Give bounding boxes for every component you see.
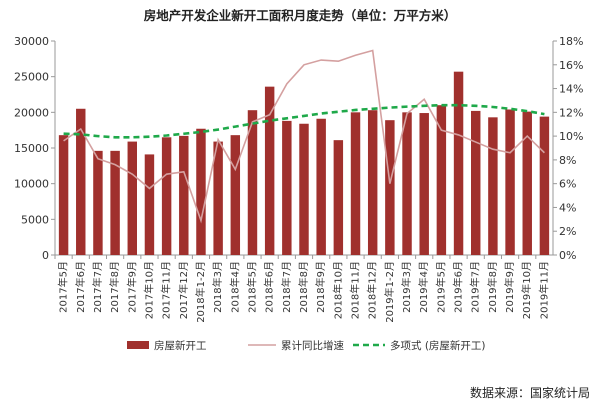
bar <box>522 111 532 256</box>
bar <box>385 120 395 256</box>
x-tick-label: 2019年5月 <box>434 261 447 313</box>
x-tick-label: 2018年4月 <box>228 261 241 313</box>
x-tick-label: 2017年6月 <box>74 261 87 313</box>
x-tick-label: 2018年11月 <box>349 261 362 319</box>
bar <box>282 120 292 255</box>
y-right-tick-label: 8% <box>559 154 576 167</box>
x-tick-label: 2018年6月 <box>263 261 276 313</box>
y-left-tick-label: 20000 <box>14 106 49 119</box>
bar <box>196 128 206 255</box>
y-left-tick-label: 0 <box>42 249 49 262</box>
x-tick-label: 2019年7月 <box>469 261 482 313</box>
bar <box>161 137 172 255</box>
bar <box>93 150 103 255</box>
bar <box>505 109 515 255</box>
y-right-tick-label: 14% <box>559 83 583 96</box>
bar <box>58 135 69 255</box>
y-right-tick-label: 4% <box>559 201 576 214</box>
x-tick-label: 2019年1-2月 <box>383 261 396 323</box>
y-right-tick-label: 6% <box>559 178 576 191</box>
bar <box>539 116 550 255</box>
x-tick-label: 2017年5月 <box>57 261 70 313</box>
x-tick-label: 2019年10月 <box>520 261 533 319</box>
bar <box>471 110 481 255</box>
x-tick-label: 2017年11月 <box>160 261 173 319</box>
y-right-tick-label: 10% <box>559 130 583 143</box>
y-right-tick-label: 2% <box>559 225 576 238</box>
y-right-tick-label: 0% <box>559 249 576 262</box>
growth-rate-line <box>63 49 545 224</box>
bar-series <box>58 71 550 256</box>
bar <box>333 140 344 255</box>
bar <box>127 141 137 255</box>
source-note: 数据来源：国家统计局 <box>470 385 590 400</box>
bar <box>453 71 464 255</box>
x-tick-label: 2019年11月 <box>537 261 550 319</box>
x-tick-label: 2017年10月 <box>142 261 155 319</box>
bar <box>350 112 361 255</box>
bar <box>230 135 241 255</box>
y-left-tick-label: 15000 <box>14 142 49 155</box>
legend-label-bar: 房屋新开工 <box>154 339 207 352</box>
bar <box>488 117 498 256</box>
bar <box>316 118 326 256</box>
bar <box>144 154 155 255</box>
bar <box>247 110 258 256</box>
x-tick-label: 2018年5月 <box>245 261 258 313</box>
x-tick-label: 2018年10月 <box>331 261 344 319</box>
x-tick-label: 2018年3月 <box>211 261 224 313</box>
x-tick-label: 2017年12月 <box>177 261 190 319</box>
x-tick-label: 2019年6月 <box>452 261 465 313</box>
x-tick-label: 2018年9月 <box>314 261 327 313</box>
x-tick-label: 2019年8月 <box>486 261 499 313</box>
bar <box>299 123 309 255</box>
bar <box>402 112 412 255</box>
x-tick-label: 2019年4月 <box>417 261 430 313</box>
legend: 房屋新开工 累计同比增速 多项式 (房屋新开工) <box>127 339 486 352</box>
x-tick-label: 2018年7月 <box>280 261 293 313</box>
legend-label-line: 累计同比增速 <box>281 339 344 352</box>
x-tick-label: 2018年1-2月 <box>194 261 207 323</box>
bar <box>110 150 120 255</box>
bar <box>367 110 378 256</box>
x-tick-label: 2017年8月 <box>108 261 121 313</box>
x-tick-label: 2019年3月 <box>400 261 413 313</box>
bar <box>213 141 223 255</box>
legend-swatch-bar <box>127 341 149 349</box>
y-left-tick-label: 10000 <box>14 178 49 191</box>
bar <box>436 105 447 255</box>
x-tick-label: 2018年12月 <box>366 261 379 319</box>
bar <box>264 86 275 255</box>
bar <box>179 135 189 255</box>
y-right-tick-label: 12% <box>559 106 583 119</box>
x-tick-label: 2019年9月 <box>503 261 516 313</box>
y-left-tick-label: 25000 <box>14 71 49 84</box>
bar <box>76 108 86 256</box>
axes: 0 5000 10000 15000 20000 25000 30000 0% 2% 4% 6% 8%… <box>14 35 583 323</box>
y-left-tick-label: 5000 <box>21 213 49 226</box>
trend-line <box>63 103 545 139</box>
x-tick-label: 2017年9月 <box>125 261 138 313</box>
x-tick-label: 2018年8月 <box>297 261 310 313</box>
bar <box>419 113 429 256</box>
x-tick-label: 2017年7月 <box>91 261 104 313</box>
chart-title: 房地产开发企业新开工面积月度走势（单位：万平方米） <box>144 8 457 23</box>
y-left-tick-label: 30000 <box>14 35 49 48</box>
line-series <box>63 49 545 224</box>
y-right-tick-label: 18% <box>559 35 583 48</box>
y-right-tick-label: 16% <box>559 59 583 72</box>
legend-label-trend: 多项式 (房屋新开工) <box>390 339 486 352</box>
